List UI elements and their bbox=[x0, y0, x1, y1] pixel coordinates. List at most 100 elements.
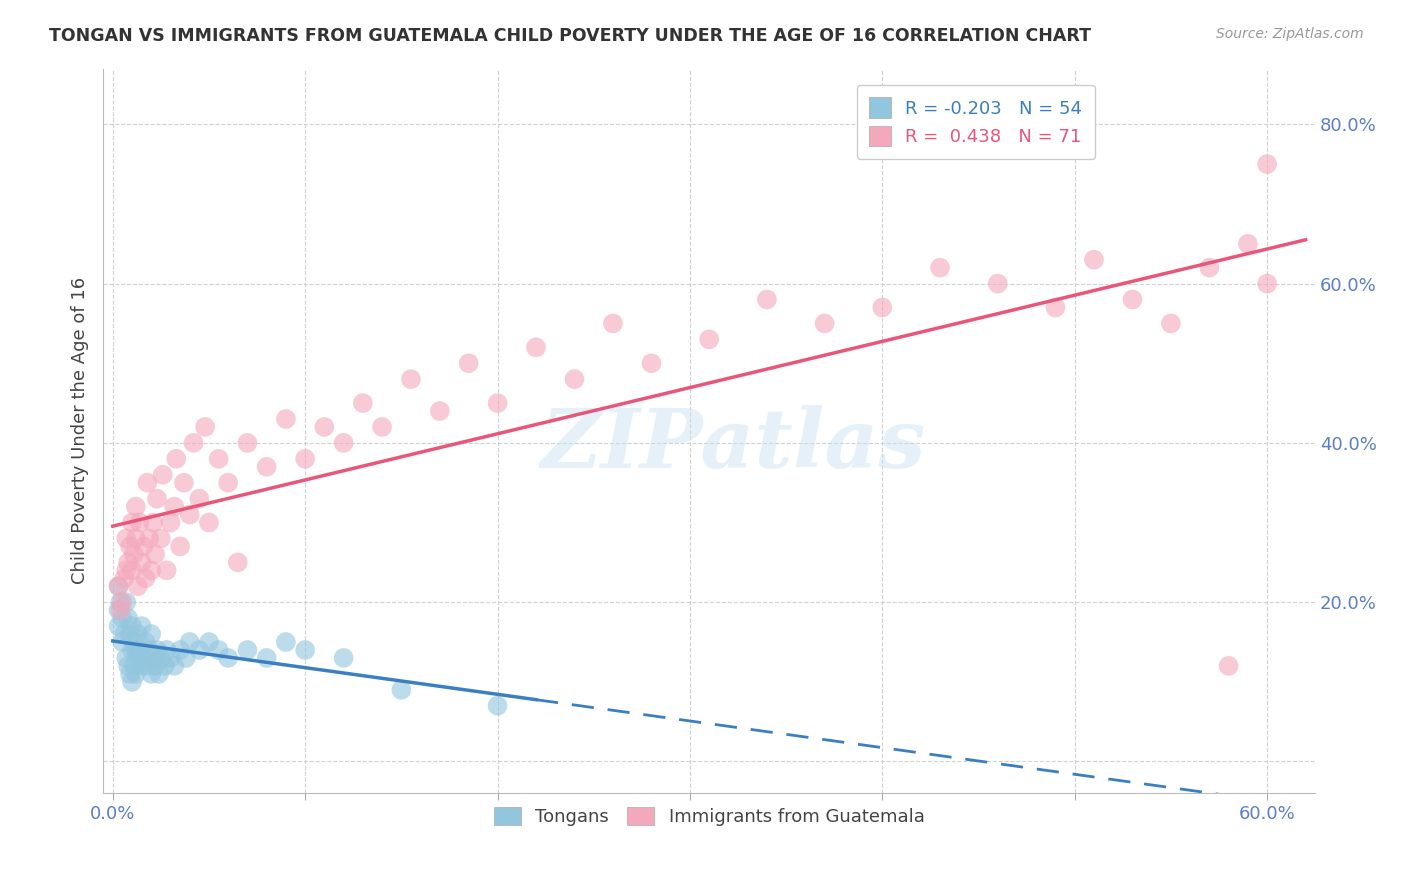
Point bbox=[115, 651, 138, 665]
Point bbox=[1121, 293, 1143, 307]
Point bbox=[128, 643, 150, 657]
Point bbox=[131, 659, 153, 673]
Point bbox=[755, 293, 778, 307]
Point bbox=[486, 698, 509, 713]
Point bbox=[389, 682, 412, 697]
Point bbox=[107, 579, 129, 593]
Point bbox=[640, 356, 662, 370]
Point bbox=[929, 260, 952, 275]
Point bbox=[127, 627, 149, 641]
Point bbox=[163, 659, 186, 673]
Point bbox=[146, 491, 169, 506]
Point bbox=[112, 571, 135, 585]
Point bbox=[332, 651, 354, 665]
Point bbox=[173, 475, 195, 490]
Point bbox=[169, 540, 191, 554]
Point bbox=[564, 372, 586, 386]
Point bbox=[1237, 236, 1260, 251]
Point bbox=[602, 317, 624, 331]
Point bbox=[132, 540, 155, 554]
Point bbox=[122, 548, 145, 562]
Point bbox=[128, 516, 150, 530]
Point bbox=[697, 332, 720, 346]
Point bbox=[429, 404, 451, 418]
Point bbox=[121, 619, 143, 633]
Point bbox=[112, 627, 135, 641]
Point bbox=[122, 635, 145, 649]
Point bbox=[127, 579, 149, 593]
Point bbox=[169, 643, 191, 657]
Text: TONGAN VS IMMIGRANTS FROM GUATEMALA CHILD POVERTY UNDER THE AGE OF 16 CORRELATIO: TONGAN VS IMMIGRANTS FROM GUATEMALA CHIL… bbox=[49, 27, 1091, 45]
Point bbox=[131, 555, 153, 569]
Point bbox=[352, 396, 374, 410]
Point bbox=[143, 659, 166, 673]
Point bbox=[159, 651, 181, 665]
Point bbox=[138, 532, 160, 546]
Point bbox=[121, 674, 143, 689]
Point bbox=[524, 340, 547, 354]
Point bbox=[111, 595, 134, 609]
Point bbox=[134, 635, 156, 649]
Point bbox=[179, 635, 201, 649]
Point bbox=[111, 635, 134, 649]
Point bbox=[122, 659, 145, 673]
Point bbox=[198, 635, 221, 649]
Point bbox=[332, 436, 354, 450]
Point bbox=[117, 611, 139, 625]
Point bbox=[125, 532, 148, 546]
Point bbox=[149, 651, 172, 665]
Text: ZIPatlas: ZIPatlas bbox=[541, 406, 927, 485]
Point bbox=[141, 666, 163, 681]
Point bbox=[274, 412, 297, 426]
Point bbox=[142, 516, 165, 530]
Point bbox=[142, 651, 165, 665]
Point bbox=[125, 666, 148, 681]
Point bbox=[371, 420, 394, 434]
Point bbox=[256, 459, 278, 474]
Point bbox=[120, 666, 142, 681]
Point bbox=[115, 563, 138, 577]
Point bbox=[127, 651, 149, 665]
Point bbox=[165, 451, 187, 466]
Point bbox=[217, 475, 239, 490]
Point bbox=[141, 563, 163, 577]
Point bbox=[121, 643, 143, 657]
Point bbox=[226, 555, 249, 569]
Point bbox=[136, 659, 159, 673]
Point bbox=[120, 627, 142, 641]
Point bbox=[131, 619, 153, 633]
Point bbox=[115, 595, 138, 609]
Point bbox=[207, 643, 229, 657]
Point bbox=[872, 301, 894, 315]
Point bbox=[1045, 301, 1067, 315]
Point bbox=[294, 451, 316, 466]
Point bbox=[125, 500, 148, 514]
Legend: Tongans, Immigrants from Guatemala: Tongans, Immigrants from Guatemala bbox=[485, 797, 934, 835]
Point bbox=[179, 508, 201, 522]
Point bbox=[132, 651, 155, 665]
Point bbox=[156, 563, 179, 577]
Point bbox=[107, 579, 129, 593]
Point bbox=[117, 555, 139, 569]
Point bbox=[294, 643, 316, 657]
Point bbox=[314, 420, 336, 434]
Point bbox=[156, 643, 179, 657]
Point bbox=[274, 635, 297, 649]
Point bbox=[1160, 317, 1182, 331]
Point bbox=[120, 540, 142, 554]
Point bbox=[217, 651, 239, 665]
Point bbox=[153, 659, 176, 673]
Point bbox=[134, 571, 156, 585]
Point bbox=[194, 420, 217, 434]
Point bbox=[107, 603, 129, 617]
Point bbox=[117, 659, 139, 673]
Point bbox=[236, 436, 259, 450]
Point bbox=[121, 516, 143, 530]
Point bbox=[1256, 277, 1278, 291]
Point bbox=[1218, 659, 1240, 673]
Point bbox=[256, 651, 278, 665]
Point bbox=[152, 467, 174, 482]
Point bbox=[136, 475, 159, 490]
Point bbox=[188, 491, 211, 506]
Point bbox=[115, 532, 138, 546]
